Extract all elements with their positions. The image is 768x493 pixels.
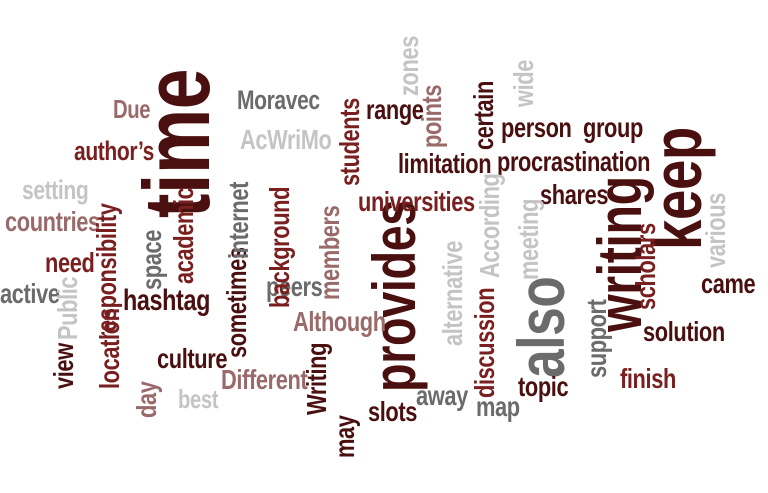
word-setting: setting	[22, 175, 89, 205]
word-wide: wide	[508, 60, 539, 107]
word-due: Due	[113, 94, 151, 124]
word-range: range	[366, 94, 424, 125]
word-came: came	[701, 268, 756, 299]
word-writing-cap: Writing	[301, 342, 332, 415]
word-public: Public	[52, 276, 83, 340]
word-culture: culture	[157, 343, 228, 374]
word-hashtag: hashtag	[123, 284, 210, 317]
word-acwrimo: AcWriMo	[240, 124, 332, 155]
word-limitation: limitation	[398, 148, 492, 179]
word-although: Although	[293, 306, 386, 337]
word-group: group	[583, 112, 643, 143]
word-various: various	[700, 193, 731, 268]
word-students: students	[334, 98, 365, 186]
word-may: may	[329, 415, 360, 458]
word-space: space	[136, 230, 167, 290]
word-need: need	[45, 247, 95, 278]
word-discussion: discussion	[469, 287, 500, 398]
word-topic: topic	[518, 371, 569, 402]
word-best: best	[178, 384, 219, 414]
word-points: points	[416, 84, 447, 148]
word-certain: certain	[468, 81, 499, 150]
word-internet: internet	[223, 182, 254, 259]
word-solution: solution	[643, 316, 725, 347]
word-day: day	[131, 381, 162, 418]
word-countries: countries	[5, 206, 100, 237]
word-slots: slots	[368, 396, 418, 427]
word-background: background	[264, 186, 295, 308]
word-universities: universities	[358, 186, 475, 217]
word-meeting: meeting	[513, 198, 544, 280]
word-moravec: Moravec	[237, 85, 320, 115]
word-procrastination: procrastination	[497, 146, 651, 177]
word-active: active	[0, 278, 60, 309]
word-provides: provides	[361, 200, 428, 392]
word-responsibility: responsibility	[91, 203, 122, 340]
word-alternative: alternative	[437, 241, 468, 346]
word-map: map	[476, 391, 520, 422]
word-sometimes: sometimes	[221, 247, 252, 358]
word-view: view	[48, 343, 79, 389]
word-finish: finish	[620, 363, 676, 394]
word-according: According	[474, 173, 505, 278]
word-different: Different	[221, 364, 308, 395]
word-scholars: scholars	[630, 223, 661, 310]
word-shares: shares	[540, 179, 609, 210]
word-also: also	[504, 276, 578, 378]
word-away: away	[416, 380, 468, 411]
word-person: person	[501, 112, 572, 143]
word-authors: author’s	[74, 136, 154, 166]
word-peers: peers	[266, 271, 323, 302]
word-support: support	[581, 299, 612, 378]
word-academic: academic	[168, 187, 199, 284]
word-members: members	[314, 205, 345, 300]
